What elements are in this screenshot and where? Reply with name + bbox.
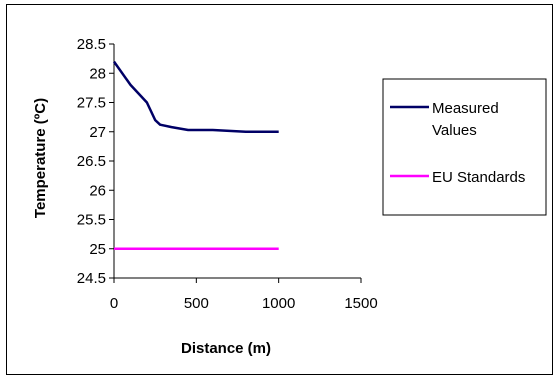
- x-tick-label: 1500: [344, 295, 377, 312]
- x-axis-title: Distance (m): [181, 340, 271, 357]
- x-tick-label: 0: [110, 295, 118, 312]
- x-tick-label: 500: [184, 295, 209, 312]
- series-line-measured-values: [112, 60, 279, 134]
- y-tick-label: 25: [89, 241, 106, 258]
- legend-box: [382, 78, 547, 216]
- y-tick-label: 27.5: [77, 95, 106, 112]
- y-tick-label: 26.5: [77, 153, 106, 170]
- y-tick-label: 26: [89, 182, 106, 199]
- legend-label-measured-values: Measured Values: [432, 100, 499, 139]
- axes: [113, 44, 361, 279]
- series-layer: [112, 60, 279, 251]
- y-tick-label: 25.5: [77, 212, 106, 229]
- x-tick-label: 1000: [262, 295, 295, 312]
- y-tick-label: 27: [89, 124, 106, 141]
- y-axis-title: Temperature (ºC): [32, 98, 49, 218]
- x-axis-ticks: 0 500 1000 1500: [110, 278, 378, 312]
- y-tick-label: 24.5: [77, 270, 106, 287]
- y-axis-ticks: 24.5 25 25.5 26 26.5 27 27.5 28 28.5: [77, 36, 114, 287]
- legend: Measured Values EU Standards: [382, 78, 547, 216]
- y-tick-label: 28: [89, 65, 106, 82]
- legend-label-eu-standards: EU Standards: [432, 169, 525, 186]
- y-tick-label: 28.5: [77, 36, 106, 53]
